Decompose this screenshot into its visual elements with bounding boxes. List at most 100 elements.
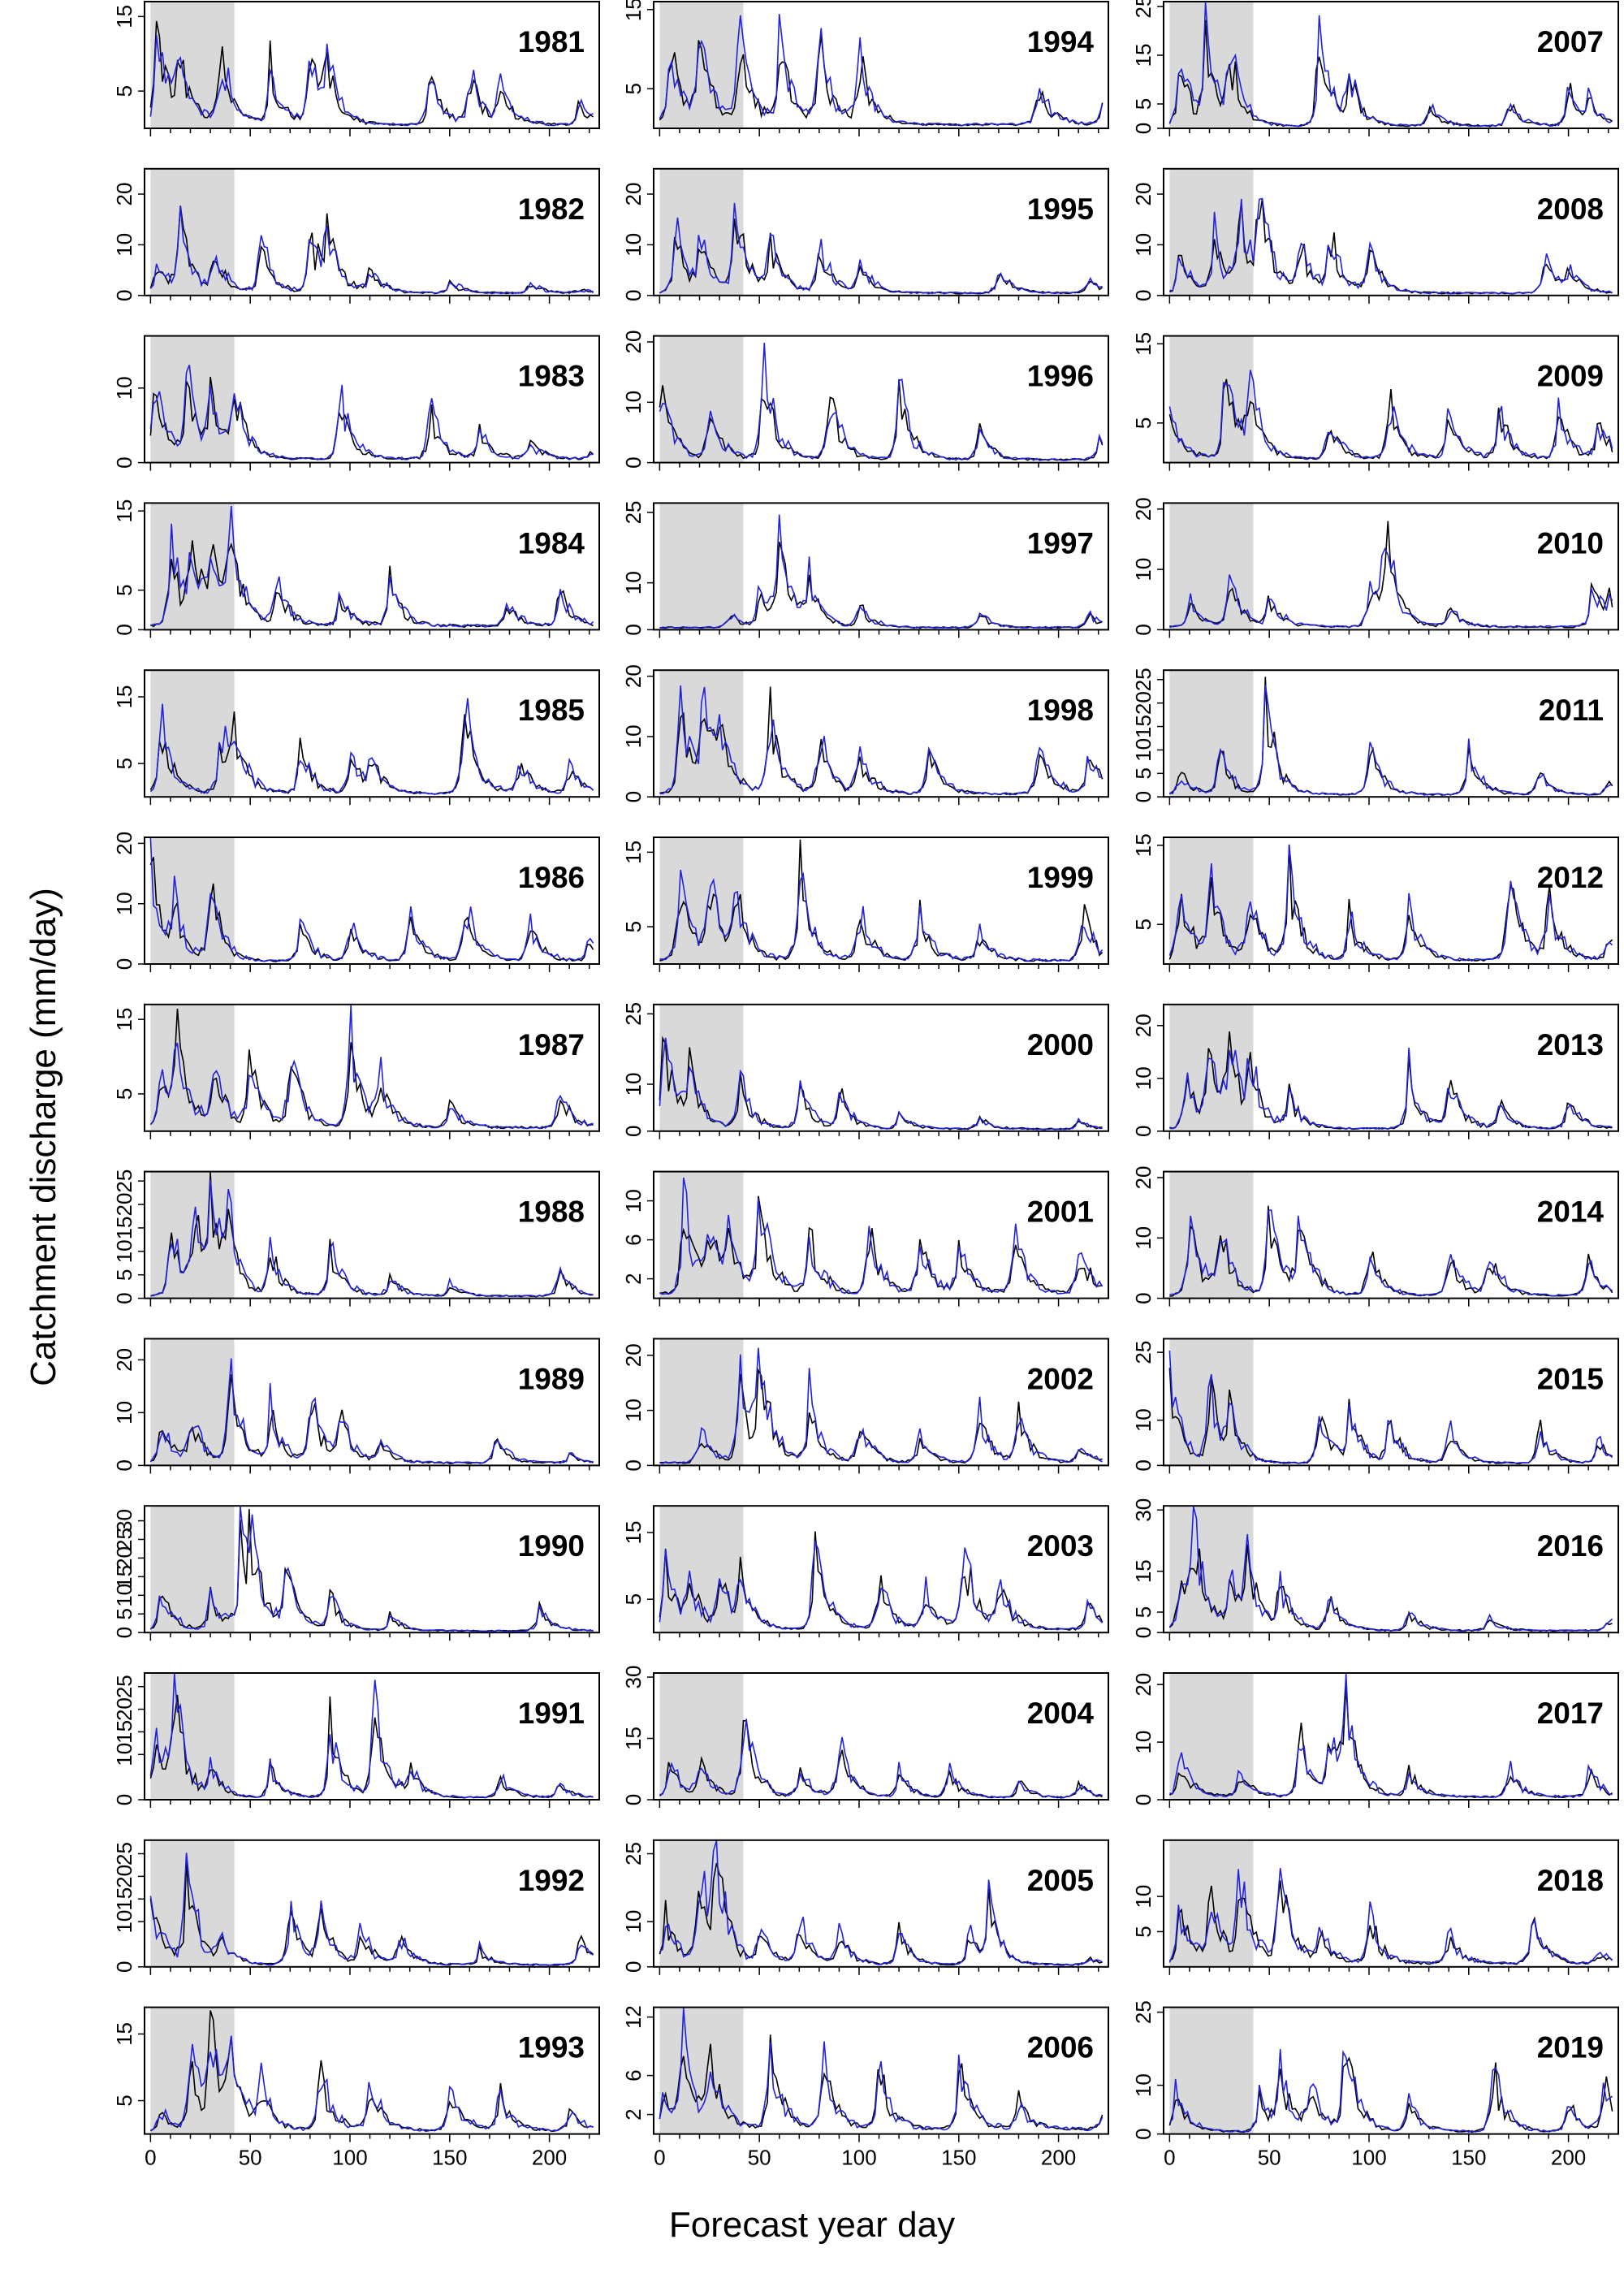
panel-2009: 5 15 2009 — [1131, 332, 1619, 471]
panel-2007: 0 5 15 25 2007 — [1131, 0, 1619, 136]
y-tick-label: 15 — [621, 1727, 646, 1750]
y-tick-label: 0 — [112, 456, 136, 468]
panel-frame-1987 — [144, 1003, 600, 1132]
y-tick-label: 5 — [1131, 1606, 1155, 1618]
y-tick-label: 10 — [112, 1401, 136, 1424]
panel-frame-1981 — [144, 1, 600, 129]
forecast-shade-1992 — [150, 1840, 235, 1967]
y-tick-label: 25 — [621, 1002, 646, 1026]
y-tick-label: 10 — [112, 1910, 136, 1934]
y-tick-label: 10 — [112, 1584, 136, 1607]
simulated-line-2007 — [1168, 2, 1613, 128]
y-tick-label: 5 — [1131, 1926, 1155, 1937]
simulated-line-2006 — [659, 2008, 1104, 2132]
y-tick-label: 25 — [621, 500, 646, 524]
y-tick-label: 15 — [621, 1521, 646, 1545]
y-tick-label: 6 — [621, 1234, 646, 1245]
panel-2013: 0 10 20 2013 — [1131, 1003, 1619, 1139]
year-label-2008: 2008 — [1537, 192, 1604, 226]
y-tick-label: 20 — [621, 1343, 646, 1367]
observed-line-1993 — [150, 2010, 594, 2133]
x-tick-label: 0 — [1164, 2146, 1175, 2170]
panel-frame-1985 — [144, 669, 600, 798]
y-tick-label: 15 — [621, 0, 646, 21]
y-tick-label: 20 — [112, 1348, 136, 1372]
panel-2008: 0 10 20 2008 — [1131, 167, 1619, 304]
forecast-shade-2000 — [659, 1004, 744, 1131]
y-tick-label: 15 — [112, 2022, 136, 2046]
simulated-line-2011 — [1169, 684, 1613, 796]
y-tick-label: 10 — [1131, 738, 1155, 762]
panel-1993: 0 50 100 150 200 5 15 1993 — [112, 2006, 600, 2170]
simulated-line-2013 — [1169, 1048, 1613, 1131]
panel-2017: 0 10 20 2017 — [1131, 1672, 1619, 1808]
y-tick-label: 30 — [112, 1509, 136, 1533]
y-tick-label: 25 — [112, 1169, 136, 1193]
y-tick-label: 0 — [1131, 1627, 1155, 1638]
y-tick-label: 20 — [112, 1546, 136, 1570]
year-label-1999: 1999 — [1027, 861, 1094, 894]
forecast-shade-1996 — [659, 335, 744, 463]
y-tick-label: 0 — [112, 1459, 136, 1471]
panel-2012: 5 15 2012 — [1131, 833, 1619, 972]
panel-frame-1994 — [653, 1, 1109, 129]
panel-frame-2006 — [653, 2006, 1109, 2135]
y-tick-label: 10 — [621, 1189, 646, 1213]
panel-2002: 0 10 20 2002 — [621, 1338, 1109, 1474]
year-label-1983: 1983 — [518, 360, 585, 393]
y-tick-label: 20 — [621, 183, 646, 206]
year-label-2005: 2005 — [1027, 1864, 1094, 1897]
y-tick-label: 0 — [621, 1126, 646, 1137]
year-label-1997: 1997 — [1027, 526, 1094, 560]
y-tick-label: 25 — [112, 1842, 136, 1865]
y-tick-label: 10 — [1131, 233, 1155, 257]
year-label-2011: 2011 — [1539, 694, 1604, 727]
simulated-line-2016 — [1168, 1506, 1613, 1632]
year-label-1998: 1998 — [1027, 694, 1094, 727]
y-tick-label: 5 — [112, 584, 136, 595]
y-tick-label: 15 — [112, 685, 136, 709]
forecast-shade-2005 — [659, 1840, 744, 1967]
y-tick-label: 25 — [621, 1842, 646, 1865]
y-tick-label: 5 — [1131, 98, 1155, 110]
y-tick-label: 20 — [112, 1865, 136, 1888]
forecast-shade-2008 — [1169, 168, 1254, 296]
y-tick-label: 15 — [112, 1008, 136, 1031]
panel-frame-1989 — [144, 1338, 600, 1467]
panel-frame-1988 — [144, 1170, 600, 1299]
panel-frame-1991 — [144, 1672, 600, 1801]
y-tick-label: 10 — [621, 571, 646, 594]
panel-frame-2012 — [1163, 837, 1619, 965]
panel-1982: 0 10 20 1982 — [112, 167, 600, 304]
y-tick-label: 0 — [112, 958, 136, 970]
year-label-1990: 1990 — [518, 1529, 585, 1563]
year-label-2014: 2014 — [1537, 1195, 1605, 1229]
y-tick-label: 10 — [1131, 558, 1155, 581]
y-tick-label: 15 — [1131, 833, 1155, 857]
panel-frame-2019 — [1163, 2006, 1619, 2135]
panel-frame-1997 — [653, 502, 1109, 631]
year-label-1994: 1994 — [1027, 25, 1095, 58]
simulated-line-2012 — [1168, 845, 1613, 962]
panel-frame-2000 — [653, 1003, 1109, 1132]
y-tick-label: 5 — [621, 83, 646, 94]
panel-frame-1995 — [653, 167, 1109, 296]
y-tick-label: 15 — [1131, 715, 1155, 738]
y-axis-title: Catchment discharge (mm/day) — [24, 888, 63, 1386]
simulated-line-2014 — [1169, 1209, 1613, 1297]
observed-line-1995 — [659, 218, 1104, 295]
panel-frame-2009 — [1163, 335, 1619, 464]
year-label-1996: 1996 — [1027, 360, 1094, 393]
forecast-shade-2009 — [1169, 335, 1254, 463]
panel-frame-2016 — [1163, 1505, 1619, 1634]
x-tick-label: 50 — [239, 2146, 262, 2170]
forecast-shade-2016 — [1169, 1506, 1254, 1633]
forecast-shade-1989 — [150, 1338, 235, 1466]
simulated-line-2010 — [1169, 547, 1613, 629]
forecast-shade-2014 — [1169, 1171, 1254, 1299]
panel-1986: 0 10 20 1986 — [112, 832, 600, 972]
y-tick-label: 5 — [621, 1593, 646, 1605]
panel-1985: 5 15 1985 — [112, 669, 600, 806]
panel-1997: 0 10 25 1997 — [621, 500, 1109, 638]
